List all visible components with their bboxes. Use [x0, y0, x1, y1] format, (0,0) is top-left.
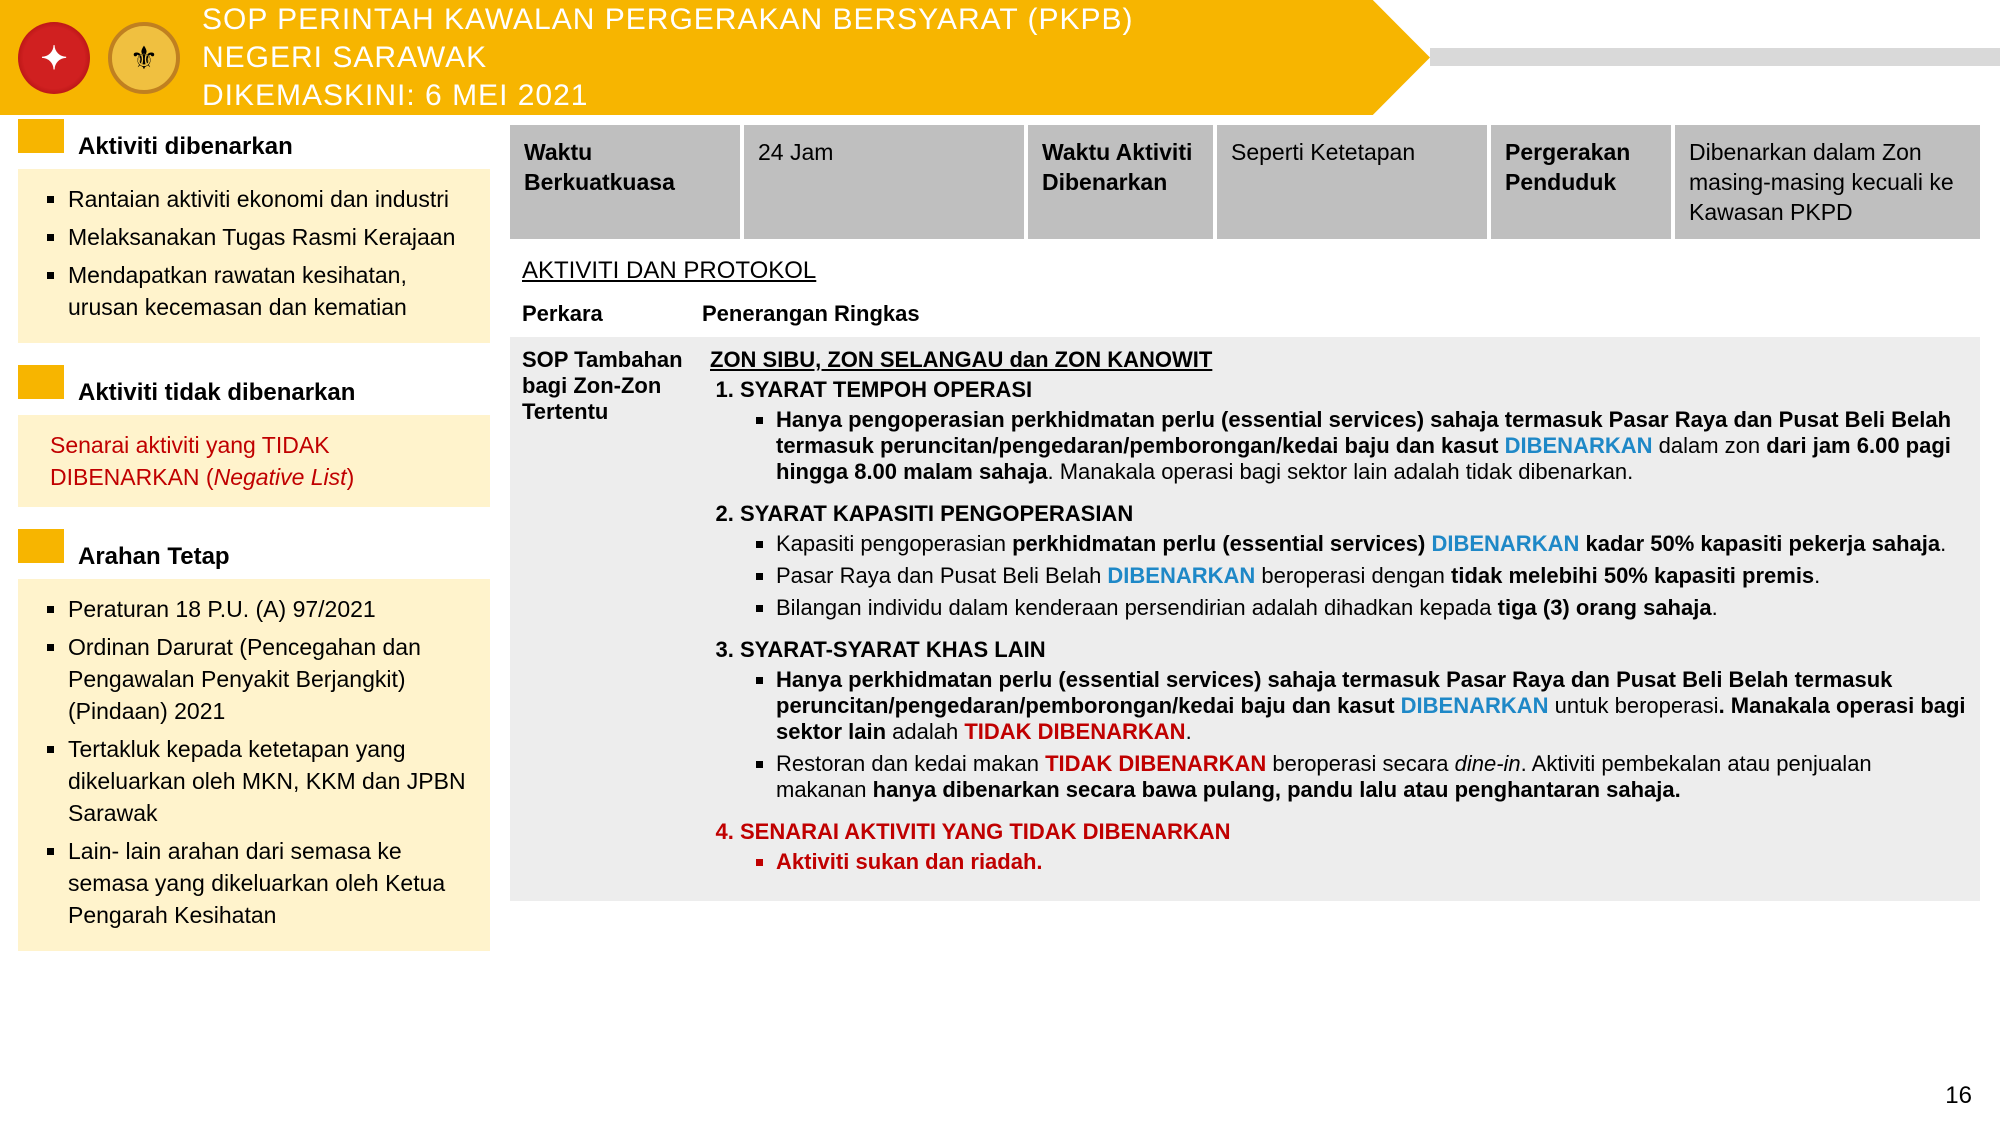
card-arahan-title: Arahan Tetap	[18, 535, 490, 579]
perkara-cell: SOP Tambahan bagi Zon-Zon Tertentu	[522, 347, 702, 891]
n3-bullet: Hanya perkhidmatan perlu (essential serv…	[776, 667, 1968, 745]
card-allowed-title: Aktiviti dibenarkan	[18, 125, 490, 169]
n2-bullet: Pasar Raya dan Pusat Beli Belah DIBENARK…	[776, 563, 1968, 589]
nsc-logo-icon: ✦	[18, 22, 90, 94]
sidebar: Aktiviti dibenarkan Rantaian aktiviti ek…	[0, 125, 490, 979]
header-line2: NEGERI SARAWAK	[202, 39, 1134, 77]
tab-handle-icon	[18, 119, 64, 153]
card-notallowed: Aktiviti tidak dibenarkan Senarai aktivi…	[18, 371, 490, 507]
tab-handle-icon	[18, 365, 64, 399]
neg-suffix: )	[347, 464, 355, 490]
zone-title: ZON SIBU, ZON SELANGAU dan ZON KANOWIT	[710, 347, 1968, 373]
n4-bullet: Aktiviti sukan dan riadah.	[776, 849, 1968, 875]
grid-waktu-aktiviti-value: Seperti Ketetapan	[1217, 125, 1487, 239]
item-4: SENARAI AKTIVITI YANG TIDAK DIBENARKAN A…	[740, 819, 1968, 875]
protocol-body-row: SOP Tambahan bagi Zon-Zon Tertentu ZON S…	[510, 337, 1980, 901]
grid-waktu-berkuatkuasa-value: 24 Jam	[744, 125, 1024, 239]
page-header: ✦ ⚜ SOP PERINTAH KAWALAN PERGERAKAN BERS…	[0, 0, 2000, 115]
jata-logo-icon: ⚜	[108, 22, 180, 94]
header-stripe	[1430, 48, 2000, 66]
tab-handle-icon	[18, 529, 64, 563]
protocol-table: Perkara Penerangan Ringkas SOP Tambahan …	[510, 291, 1980, 901]
n1-title: SYARAT TEMPOH OPERASI	[740, 377, 1032, 402]
n3-title: SYARAT-SYARAT KHAS LAIN	[740, 637, 1046, 662]
header-title: SOP PERINTAH KAWALAN PERGERAKAN BERSYARA…	[202, 1, 1134, 115]
protocol-header-row: Perkara Penerangan Ringkas	[510, 291, 1980, 337]
penerangan-cell: ZON SIBU, ZON SELANGAU dan ZON KANOWIT S…	[702, 347, 1968, 891]
card-allowed: Aktiviti dibenarkan Rantaian aktiviti ek…	[18, 125, 490, 343]
allowed-item: Rantaian aktiviti ekonomi dan industri	[68, 183, 472, 215]
item-1: SYARAT TEMPOH OPERASI Hanya pengoperasia…	[740, 377, 1968, 485]
allowed-item: Melaksanakan Tugas Rasmi Kerajaan	[68, 221, 472, 253]
n2-title: SYARAT KAPASITI PENGOPERASIAN	[740, 501, 1133, 526]
allowed-item: Mendapatkan rawatan kesihatan, urusan ke…	[68, 259, 472, 323]
page-number: 16	[1945, 1082, 1972, 1110]
main-content: Waktu Berkuatkuasa 24 Jam Waktu Aktiviti…	[490, 125, 2000, 979]
n4-title: SENARAI AKTIVITI YANG TIDAK DIBENARKAN	[740, 819, 1231, 844]
card-notallowed-title: Aktiviti tidak dibenarkan	[18, 371, 490, 415]
card-arahan: Arahan Tetap Peraturan 18 P.U. (A) 97/20…	[18, 535, 490, 951]
item-3: SYARAT-SYARAT KHAS LAIN Hanya perkhidmat…	[740, 637, 1968, 803]
grid-waktu-berkuatkuasa-label: Waktu Berkuatkuasa	[510, 125, 740, 239]
arahan-item: Peraturan 18 P.U. (A) 97/2021	[68, 593, 472, 625]
card-arahan-body: Peraturan 18 P.U. (A) 97/2021 Ordinan Da…	[18, 579, 490, 951]
card-allowed-body: Rantaian aktiviti ekonomi dan industri M…	[18, 169, 490, 343]
neg-italic: Negative List	[214, 464, 347, 490]
arahan-item: Tertakluk kepada ketetapan yang dikeluar…	[68, 733, 472, 829]
section-title: AKTIVITI DAN PROTOKOL	[510, 251, 1980, 291]
col-penerangan: Penerangan Ringkas	[690, 291, 1980, 337]
grid-pergerakan-label: Pergerakan Penduduk	[1491, 125, 1671, 239]
card-notallowed-body: Senarai aktiviti yang TIDAK DIBENARKAN (…	[18, 415, 490, 507]
n3-bullet: Restoran dan kedai makan TIDAK DIBENARKA…	[776, 751, 1968, 803]
item-2: SYARAT KAPASITI PENGOPERASIAN Kapasiti p…	[740, 501, 1968, 621]
n2-bullet: Bilangan individu dalam kenderaan persen…	[776, 595, 1968, 621]
grid-waktu-aktiviti-label: Waktu Aktiviti Dibenarkan	[1028, 125, 1213, 239]
col-perkara: Perkara	[510, 291, 690, 337]
arahan-item: Ordinan Darurat (Pencegahan dan Pengawal…	[68, 631, 472, 727]
summary-grid: Waktu Berkuatkuasa 24 Jam Waktu Aktiviti…	[510, 125, 1980, 239]
arahan-item: Lain- lain arahan dari semasa ke semasa …	[68, 835, 472, 931]
n2-bullet: Kapasiti pengoperasian perkhidmatan perl…	[776, 531, 1968, 557]
n1-bullet: Hanya pengoperasian perkhidmatan perlu (…	[776, 407, 1968, 485]
header-line3: DIKEMASKINI: 6 MEI 2021	[202, 77, 1134, 115]
header-line1: SOP PERINTAH KAWALAN PERGERAKAN BERSYARA…	[202, 1, 1134, 39]
grid-pergerakan-value: Dibenarkan dalam Zon masing-masing kecua…	[1675, 125, 1980, 239]
